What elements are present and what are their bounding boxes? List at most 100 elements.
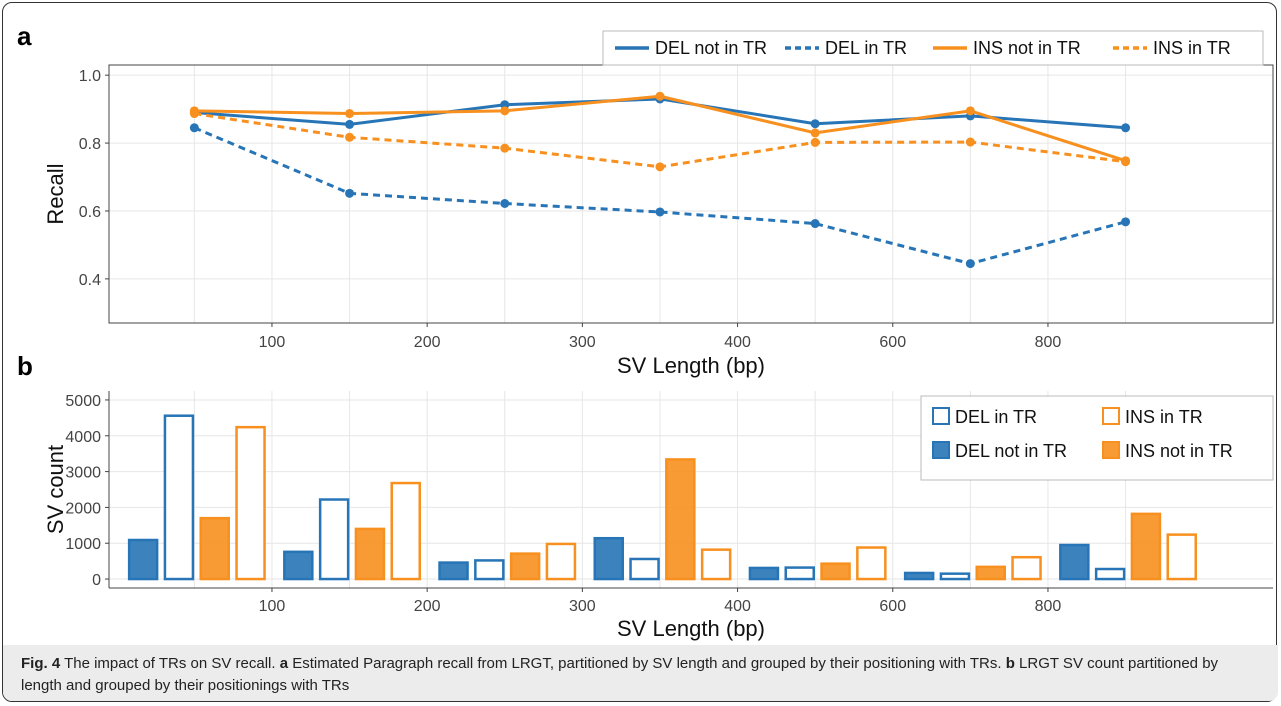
panel-a-x-axis-title: SV Length (bp): [617, 353, 765, 378]
panel-b-legend-box: [920, 395, 1274, 481]
bar-ins-in-tr: [545, 542, 577, 581]
bar-del-not-in-tr: [127, 538, 159, 581]
caption-a-text: Estimated Paragraph recall from LRGT, pa…: [292, 655, 1002, 672]
panel-a-letter: a: [17, 21, 32, 51]
legend-swatch-box: [1102, 441, 1120, 459]
legend-label: INS not in TR: [973, 38, 1081, 58]
panel-b-y-tick-label: 3000: [65, 465, 101, 482]
panel-b-x-tick-label: 200: [414, 598, 441, 615]
data-point: [345, 119, 355, 129]
caption-title: The impact of TRs on SV recall.: [64, 655, 276, 672]
data-point: [345, 188, 355, 198]
panel-b-x-tick-label: 100: [259, 598, 286, 615]
panel-a-plot-area: [108, 64, 1274, 324]
panel-b-y-axis-title: SV count: [43, 445, 68, 534]
caption-label: Fig. 4: [21, 655, 61, 672]
legend-label: DEL not in TR: [655, 38, 767, 58]
legend-label: INS in TR: [1125, 407, 1203, 427]
panel-a-x-tick-label: 400: [724, 334, 751, 351]
data-point: [345, 132, 355, 142]
legend-label: DEL in TR: [955, 407, 1037, 427]
legend-swatch-box: [932, 441, 950, 459]
bar-ins-not-in-tr: [199, 516, 230, 581]
panel-a-y-tick-label: 0.6: [79, 204, 101, 221]
bar-ins-not-in-tr: [1130, 512, 1162, 581]
bar-ins-in-tr: [390, 481, 421, 581]
panel-a-x-tick-label: 800: [1035, 334, 1062, 351]
data-point: [500, 143, 510, 153]
data-point: [1121, 217, 1131, 227]
bar-del-not-in-tr: [903, 571, 935, 581]
panel-a-x-tick-label: 100: [259, 334, 286, 351]
figure-caption: Fig. 4 The impact of TRs on SV recall. a…: [3, 645, 1278, 701]
caption-b-letter: b: [1005, 655, 1015, 672]
data-point: [655, 162, 665, 172]
panel-a-x-tick-label: 200: [414, 334, 441, 351]
bar-ins-in-tr: [1011, 555, 1042, 581]
figure-canvas: a 0.4 0.6 0.8 1.0 100 200 300 400 600 800 SV Length…: [17, 21, 1274, 641]
bar-del-not-in-tr: [1059, 543, 1090, 581]
bar-del-not-in-tr: [593, 536, 624, 581]
data-point: [810, 137, 820, 147]
caption-b-text: LRGT SV count partitioned by length and …: [21, 655, 1219, 694]
panel-a-x-tick-label: 600: [879, 334, 906, 351]
legend-label: INS not in TR: [1125, 441, 1233, 461]
bar-ins-in-tr: [856, 546, 887, 581]
bar-del-in-tr: [784, 566, 815, 581]
bar-ins-not-in-tr: [665, 458, 696, 581]
data-point: [345, 109, 355, 119]
data-point: [500, 106, 510, 116]
panel-a-plot: 0.4 0.6 0.8 1.0 100 200 300 400 600 800 SV Length …: [43, 64, 1274, 378]
panel-b-x-tick-label: 300: [569, 598, 596, 615]
bar-ins-not-in-tr: [354, 527, 386, 581]
panel-b-y-tick-label: 1000: [65, 536, 101, 553]
panel-b-y-tick-label: 5000: [65, 393, 101, 410]
legend-label: DEL not in TR: [955, 441, 1067, 461]
caption-a-letter: a: [279, 655, 289, 672]
data-point: [810, 219, 820, 229]
legend-swatch-box: [1102, 407, 1120, 425]
bar-ins-in-tr: [700, 548, 732, 581]
bar-ins-in-tr: [1166, 533, 1197, 581]
data-point: [189, 123, 199, 133]
legend-label: DEL in TR: [825, 38, 907, 58]
bar-del-in-tr: [318, 498, 350, 581]
data-point: [1121, 157, 1131, 167]
bar-ins-not-in-tr: [975, 565, 1006, 581]
panel-a-y-tick-label: 0.8: [79, 136, 101, 153]
bar-del-not-in-tr: [438, 561, 469, 581]
data-point: [965, 259, 975, 269]
data-point: [965, 106, 975, 116]
panel-a-y-axis-title: Recall: [43, 163, 68, 224]
panel-b-x-tick-label: 400: [724, 598, 751, 615]
bar-del-in-tr: [163, 414, 195, 581]
panel-b-x-tick-label: 600: [879, 598, 906, 615]
panel-a-y-tick-label: 1.0: [79, 68, 101, 85]
panel-b-legend: DEL in TR INS in TR DEL not in TR INS not i…: [920, 395, 1274, 481]
panel-a-legend: DEL not in TR DEL in TR INS not in TR INS i…: [602, 30, 1264, 66]
bar-ins-in-tr: [235, 425, 266, 581]
bar-del-in-tr: [939, 572, 971, 581]
data-point: [655, 91, 665, 101]
data-point: [1121, 123, 1131, 133]
panel-a-x-tick-label: 300: [569, 334, 596, 351]
panel-a-y-tick-label: 0.4: [79, 272, 101, 289]
data-point: [965, 137, 975, 147]
data-point: [810, 128, 820, 138]
panel-b-y-tick-label: 2000: [65, 500, 101, 517]
data-point: [189, 109, 199, 119]
legend-label: INS in TR: [1153, 38, 1231, 58]
bar-ins-not-in-tr: [509, 552, 541, 581]
data-point: [655, 207, 665, 217]
bar-del-not-in-tr: [748, 566, 780, 581]
data-point: [500, 199, 510, 209]
panel-b-x-tick-label: 800: [1035, 598, 1062, 615]
legend-swatch-box: [932, 407, 950, 425]
panel-b-letter: b: [17, 351, 33, 381]
bar-del-in-tr: [474, 559, 505, 581]
bar-del-not-in-tr: [283, 550, 314, 581]
panel-b-x-axis-title: SV Length (bp): [617, 616, 765, 641]
bar-del-in-tr: [1094, 567, 1126, 581]
bar-ins-not-in-tr: [820, 562, 851, 581]
